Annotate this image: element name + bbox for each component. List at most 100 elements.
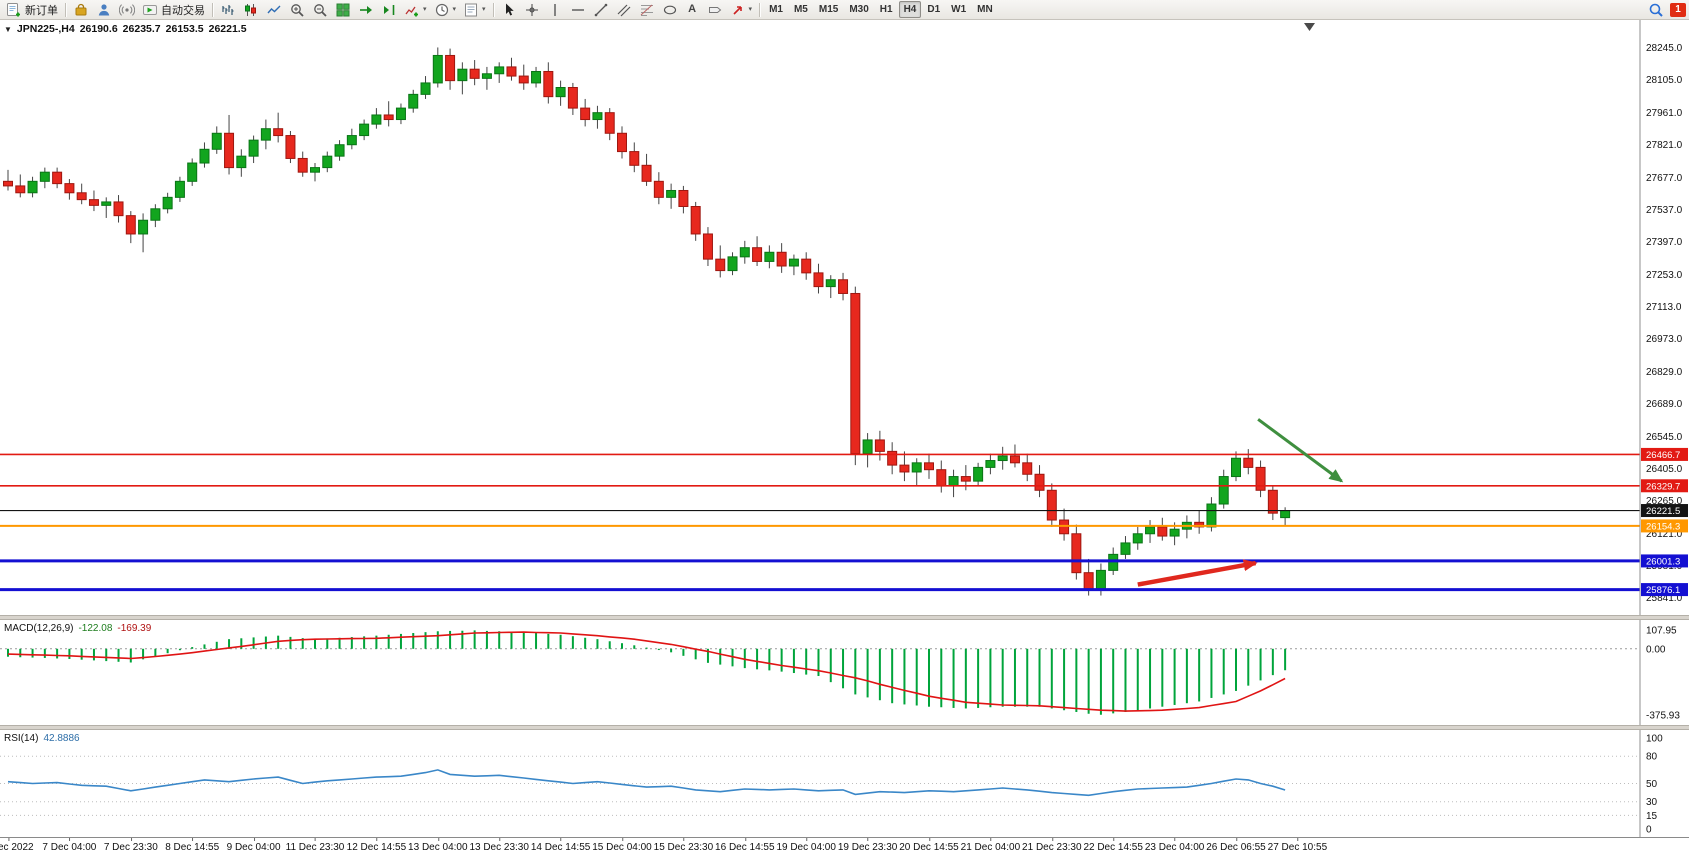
candle bbox=[481, 73, 492, 79]
timeframe-button-d1[interactable]: D1 bbox=[927, 4, 941, 15]
search-button[interactable] bbox=[1645, 1, 1667, 18]
candle bbox=[788, 258, 799, 267]
panel-divider[interactable] bbox=[0, 615, 1689, 620]
candle bbox=[825, 279, 836, 288]
candle bbox=[395, 107, 406, 121]
price-panel[interactable]: ▼ JPN225-,H4 26190.6 26235.7 26153.5 262… bbox=[0, 20, 1689, 615]
chevron-down-icon: ▾ bbox=[423, 6, 427, 13]
autotrading-button[interactable]: 自动交易 bbox=[139, 1, 208, 18]
cursor-button[interactable] bbox=[498, 1, 520, 18]
support-bounce-arrow[interactable] bbox=[1137, 559, 1258, 587]
line-chart-button[interactable] bbox=[263, 1, 285, 18]
signals-button[interactable] bbox=[116, 1, 138, 18]
down-trend-arrow[interactable] bbox=[1257, 418, 1344, 483]
vertical-line-button[interactable] bbox=[544, 1, 566, 18]
candle bbox=[1267, 489, 1278, 514]
crosshair-icon bbox=[525, 3, 538, 16]
candle bbox=[506, 66, 517, 77]
toolbar-separator bbox=[492, 2, 494, 17]
auto-scroll-button[interactable] bbox=[355, 1, 377, 18]
indicators-button[interactable]: ▾ bbox=[401, 1, 430, 18]
price-badge bbox=[1641, 447, 1688, 461]
candle bbox=[1022, 462, 1033, 475]
chart-collapse-caret[interactable]: ▼ bbox=[4, 24, 12, 34]
chart-shift-button[interactable] bbox=[378, 1, 400, 18]
vertical-line-icon bbox=[553, 3, 556, 16]
arrows-button[interactable]: ▾ bbox=[727, 1, 756, 18]
candlestick-chart-icon bbox=[245, 3, 256, 16]
candle bbox=[150, 208, 161, 221]
timeframe-button-h4[interactable]: H4 bbox=[898, 1, 922, 18]
macd-label: MACD(12,26,9) -122.08 -169.39 bbox=[4, 623, 151, 634]
rsi-tick: 30 bbox=[1646, 797, 1658, 808]
timeframe-button-h1[interactable]: H1 bbox=[879, 4, 893, 15]
shapes-button[interactable] bbox=[659, 1, 681, 18]
candle bbox=[383, 114, 394, 121]
time-label: 27 Dec 10:55 bbox=[1267, 838, 1328, 853]
text-button[interactable]: A bbox=[682, 1, 703, 18]
timeframe-button-m15[interactable]: M15 bbox=[818, 4, 839, 15]
candle bbox=[236, 155, 247, 169]
candle bbox=[1095, 569, 1106, 590]
crosshair-button[interactable] bbox=[521, 1, 543, 18]
tile-windows-button[interactable] bbox=[332, 1, 354, 18]
candle bbox=[310, 167, 320, 173]
label-button[interactable] bbox=[704, 1, 726, 18]
zoom-out-button[interactable] bbox=[309, 1, 331, 18]
chart-shift-marker[interactable] bbox=[1304, 23, 1315, 31]
horizontal-line-button[interactable] bbox=[567, 1, 589, 18]
candle bbox=[199, 148, 210, 164]
candle bbox=[1157, 526, 1168, 537]
timeframe-button-m5[interactable]: M5 bbox=[793, 4, 808, 15]
rsi-name: RSI(14) bbox=[4, 733, 39, 744]
time-label: 7 Dec 23:30 bbox=[103, 838, 158, 853]
candle bbox=[346, 135, 357, 146]
candle bbox=[408, 93, 419, 109]
time-label: 6 Dec 2022 bbox=[0, 838, 34, 853]
chevron-down-icon: ▾ bbox=[482, 6, 486, 13]
chart-area: ▼ JPN225-,H4 26190.6 26235.7 26153.5 262… bbox=[0, 20, 1689, 859]
time-label: 21 Dec 04:00 bbox=[960, 838, 1021, 853]
candle bbox=[39, 171, 50, 182]
new-order-button[interactable]: 新订单 bbox=[3, 1, 61, 18]
new-order-label: 新订单 bbox=[25, 4, 58, 17]
periods-button[interactable]: ▾ bbox=[431, 1, 460, 18]
community-button[interactable] bbox=[93, 1, 115, 18]
price-tick: 27253.0 bbox=[1646, 270, 1683, 281]
macd-signal-line bbox=[7, 631, 1286, 712]
candle bbox=[936, 469, 947, 487]
channel-button[interactable] bbox=[613, 1, 635, 18]
candle bbox=[334, 144, 345, 157]
timeframe-button-mn[interactable]: MN bbox=[977, 4, 993, 15]
candle bbox=[776, 251, 787, 267]
templates-button[interactable]: ▾ bbox=[460, 1, 489, 18]
trendline-button[interactable] bbox=[590, 1, 612, 18]
bar-chart-button[interactable] bbox=[217, 1, 239, 18]
time-label: 23 Dec 04:00 bbox=[1144, 838, 1205, 853]
time-axis[interactable]: 6 Dec 2022 7 Dec 04:00 7 Dec 23:30 8 Dec 14… bbox=[0, 837, 1689, 859]
candles bbox=[3, 47, 1291, 596]
fibonacci-button[interactable] bbox=[636, 1, 658, 18]
notification-badge[interactable]: 1 bbox=[1670, 2, 1686, 17]
timeframe-button-w1[interactable]: W1 bbox=[951, 4, 967, 15]
candle bbox=[948, 476, 959, 487]
bar-chart-icon bbox=[222, 4, 234, 15]
price-tick: 25841.0 bbox=[1646, 593, 1683, 604]
macd-panel[interactable]: MACD(12,26,9) -122.08 -169.39 107.95 0.00… bbox=[0, 620, 1689, 725]
candle bbox=[887, 450, 898, 466]
market-button[interactable] bbox=[70, 1, 92, 18]
candle bbox=[27, 180, 38, 194]
price-tick: 27113.0 bbox=[1646, 302, 1682, 313]
gold-bag-icon bbox=[75, 3, 87, 15]
price-badge bbox=[1641, 519, 1688, 533]
zoom-out-icon bbox=[314, 3, 327, 17]
rsi-panel[interactable]: RSI(14) 42.8886 100 80 50 30 15 0 bbox=[0, 730, 1689, 837]
timeframe-button-m1[interactable]: M1 bbox=[769, 4, 783, 15]
candle-chart-button[interactable] bbox=[240, 1, 262, 18]
candle bbox=[371, 114, 382, 125]
time-label: 12 Dec 14:55 bbox=[346, 838, 407, 853]
zoom-in-button[interactable] bbox=[286, 1, 308, 18]
panel-divider[interactable] bbox=[0, 725, 1689, 730]
timeframe-button-m30[interactable]: M30 bbox=[849, 4, 869, 15]
